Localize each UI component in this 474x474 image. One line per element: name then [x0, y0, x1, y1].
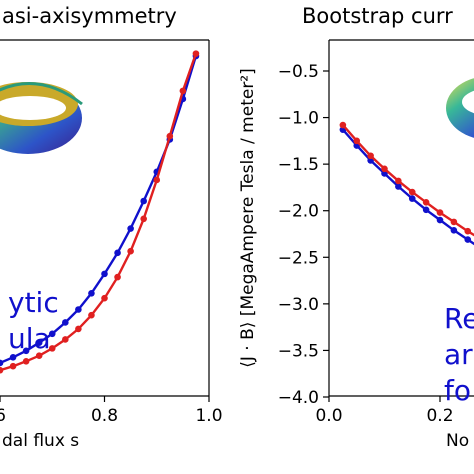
left-series-point-1	[114, 273, 121, 281]
right-x-ticks: 0.0 0.2	[315, 396, 454, 426]
right-y-axis-label: ⟨J · B⟩ [MegaAmpere Tesla / meter²]	[238, 68, 258, 368]
right-annotation-line-3: fo	[444, 374, 471, 407]
left-series-line-1	[0, 53, 198, 372]
right-series-point-1	[436, 209, 444, 216]
left-series-group	[0, 50, 200, 374]
left-series-point-1	[192, 50, 200, 57]
left-series-point-0	[88, 290, 95, 297]
right-series-point-0	[436, 216, 444, 224]
left-x-tick-label: 0.8	[91, 406, 118, 426]
left-x-tick-label: .6	[0, 406, 6, 426]
right-y-tick-label: −3.0	[278, 295, 319, 315]
right-torus-inset	[446, 78, 474, 138]
right-x-tick-label: 0.2	[426, 406, 453, 426]
right-series-point-1	[339, 121, 347, 129]
right-y-tick-label: −1.0	[278, 109, 319, 129]
left-series-point-0	[0, 359, 4, 367]
right-series-point-0	[464, 236, 472, 243]
right-series-point-1	[408, 188, 416, 196]
left-torus-inset	[0, 82, 83, 154]
left-annotation-line-2: ula	[8, 322, 51, 355]
right-series-point-0	[408, 195, 416, 202]
left-series-point-0	[22, 347, 30, 355]
left-series-point-0	[127, 225, 134, 232]
right-series-point-1	[395, 177, 402, 185]
left-series-point-1	[48, 345, 56, 352]
left-series-point-0	[9, 353, 17, 361]
left-series-point-1	[88, 311, 95, 319]
right-series-point-1	[381, 165, 388, 173]
left-series-point-1	[179, 87, 187, 95]
left-x-ticks: .6 0.8 1.0	[0, 396, 223, 426]
right-series-point-1	[450, 218, 458, 226]
left-series-point-1	[127, 247, 134, 255]
right-series-point-1	[422, 199, 430, 206]
left-series-point-1	[166, 132, 174, 140]
right-series-point-0	[422, 206, 430, 214]
left-chart-title: asi-axisymmetry	[2, 4, 177, 28]
left-x-axis-label: dal flux s	[2, 431, 79, 451]
right-annotation-line-2: ar	[444, 338, 473, 371]
right-annotation-line-1: Re	[444, 302, 474, 335]
right-y-tick-label: −1.5	[278, 155, 319, 175]
right-y-tick-label: −3.5	[278, 341, 319, 361]
left-series-point-0	[140, 197, 147, 205]
right-y-ticks: −0.5 −1.0 −1.5 −2.0 −2.5 −3.0 −3.5 −4.0	[278, 62, 329, 408]
right-y-tick-label: −0.5	[278, 62, 319, 82]
right-series-point-0	[395, 183, 402, 190]
left-series-point-0	[48, 330, 56, 338]
left-series-line-0	[0, 55, 198, 365]
right-y-tick-label: −2.0	[278, 202, 319, 222]
left-panel: asi-axisymmetry .6 0.8 1.0 ytic ula dal fl…	[0, 4, 223, 451]
left-series-point-0	[101, 270, 108, 278]
left-x-tick-label: 1.0	[195, 406, 222, 426]
right-panel: Bootstrap curr −0.5−1.0−1.5−2.0−2.5−3.0−…	[238, 4, 474, 451]
right-series-point-1	[353, 137, 361, 145]
right-series-point-0	[450, 226, 458, 234]
right-y-tick-label: −4.0	[278, 388, 319, 408]
right-y-tick-label: −2.5	[278, 248, 319, 268]
left-series-point-1	[9, 362, 17, 370]
right-x-tick-label: 0.0	[315, 406, 342, 426]
left-annotation-line-1: ytic	[8, 286, 59, 319]
left-series-point-0	[35, 339, 43, 347]
left-series-point-1	[140, 215, 147, 223]
left-series-point-1	[35, 352, 43, 359]
left-series-point-1	[62, 336, 69, 343]
right-series-group	[339, 121, 474, 246]
left-series-point-1	[153, 176, 161, 184]
left-series-point-0	[114, 249, 121, 257]
left-series-point-0	[75, 306, 82, 313]
right-x-axis-label: No	[446, 431, 469, 451]
left-series-point-0	[62, 319, 69, 326]
left-series-point-1	[22, 358, 30, 365]
left-series-point-1	[0, 366, 4, 374]
right-chart-title: Bootstrap curr	[302, 4, 453, 28]
right-series-point-1	[367, 152, 374, 160]
left-series-point-1	[101, 294, 108, 302]
right-series-point-1	[464, 227, 472, 235]
left-series-point-1	[75, 325, 82, 333]
